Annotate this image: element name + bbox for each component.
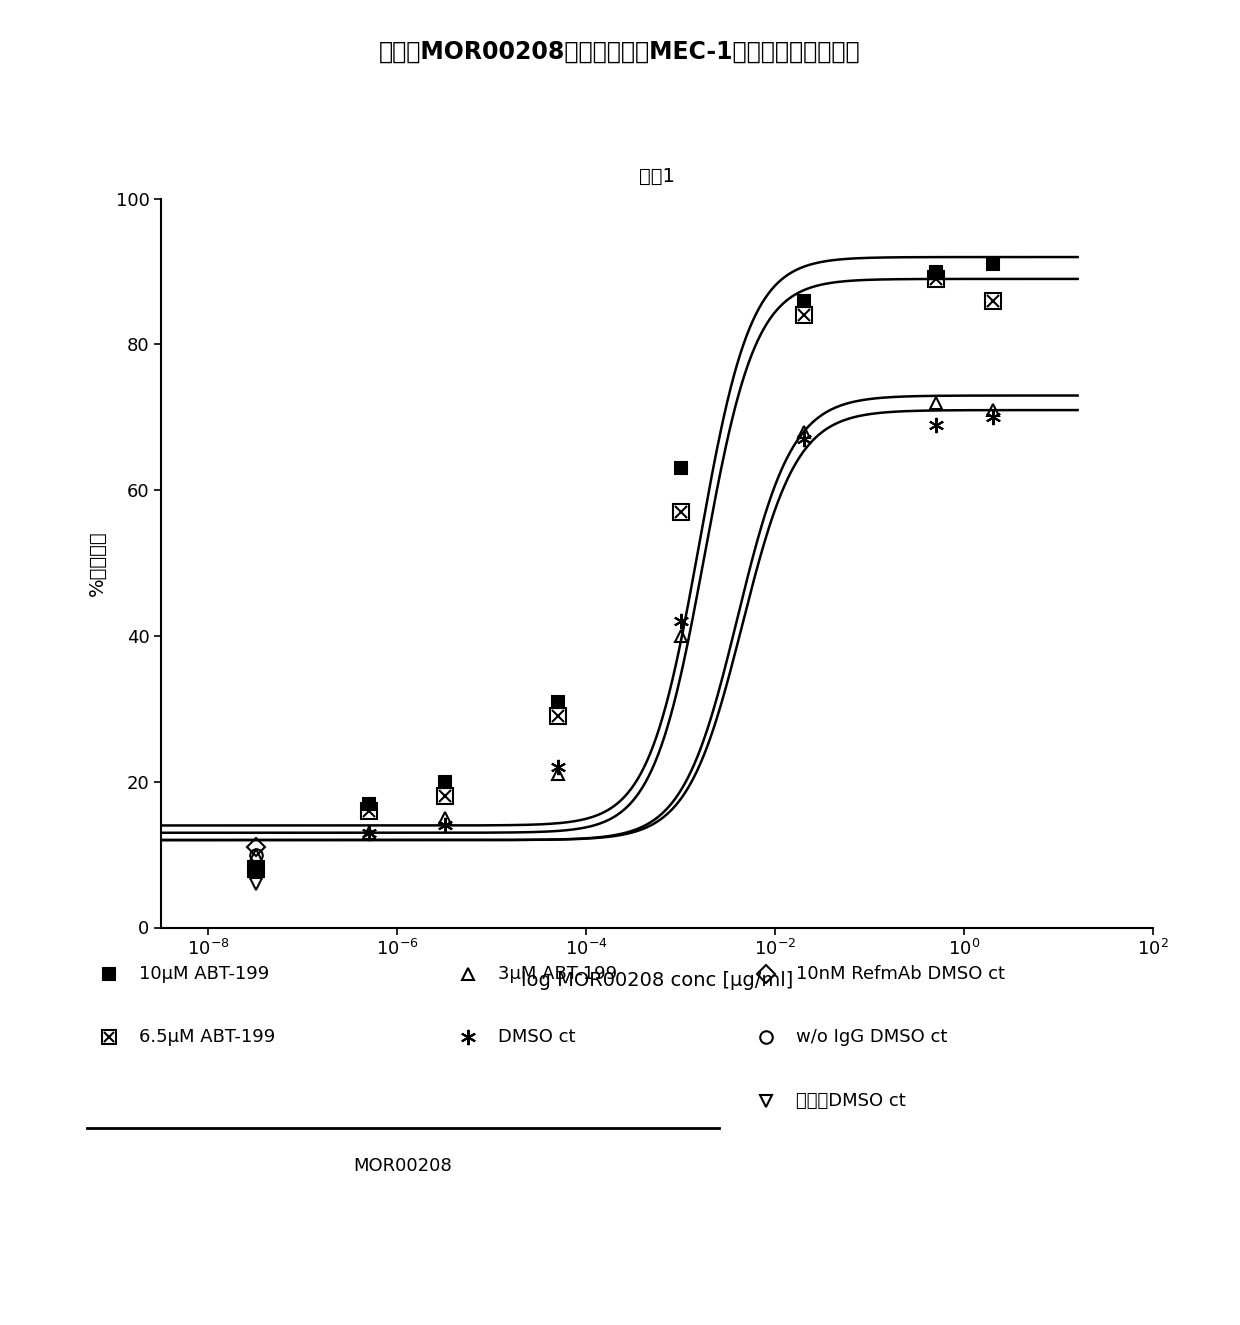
Text: DMSO ct: DMSO ct xyxy=(498,1028,575,1047)
Text: 目标仅DMSO ct: 目标仅DMSO ct xyxy=(796,1092,906,1110)
Title: 实验1: 实验1 xyxy=(640,167,675,186)
Text: 组合的MOR00208和维奈托克在MEC-1细胞系中的细胞毒性: 组合的MOR00208和维奈托克在MEC-1细胞系中的细胞毒性 xyxy=(379,40,861,64)
X-axis label: log MOR00208 conc [μg/ml]: log MOR00208 conc [μg/ml] xyxy=(521,970,794,990)
Text: MOR00208: MOR00208 xyxy=(353,1157,453,1175)
Text: 6.5μM ABT-199: 6.5μM ABT-199 xyxy=(139,1028,275,1047)
Text: 10μM ABT-199: 10μM ABT-199 xyxy=(139,965,269,983)
Text: 10nM RefmAb DMSO ct: 10nM RefmAb DMSO ct xyxy=(796,965,1006,983)
Text: w/o IgG DMSO ct: w/o IgG DMSO ct xyxy=(796,1028,947,1047)
Text: 3μM ABT-199: 3μM ABT-199 xyxy=(498,965,618,983)
Y-axis label: %死亡细胞: %死亡细胞 xyxy=(88,530,107,596)
